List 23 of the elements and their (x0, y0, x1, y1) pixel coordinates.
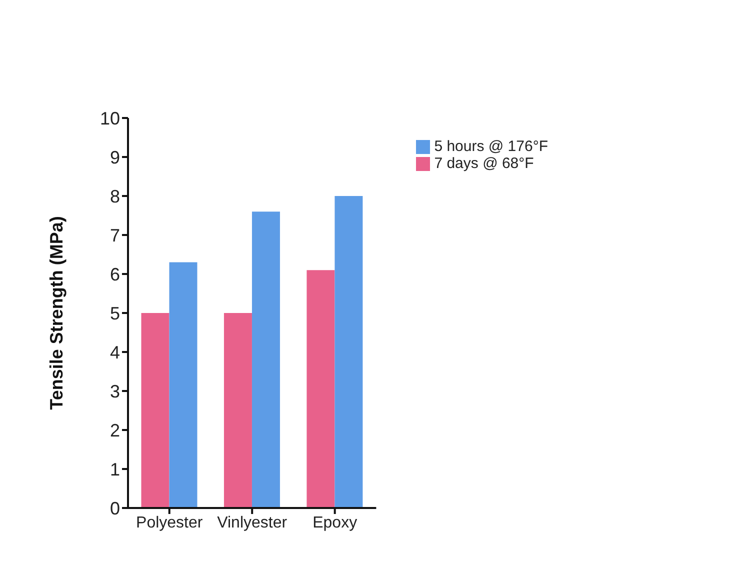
bar (252, 212, 280, 508)
x-tick-label: Vinlyester (217, 514, 288, 532)
y-tick-label: 2 (110, 420, 120, 440)
bar (224, 313, 252, 508)
x-tick-label: Epoxy (312, 514, 358, 532)
y-tick-label: 10 (100, 108, 120, 128)
bar (169, 262, 198, 508)
y-axis-title: Tensile Strength (MPa) (46, 216, 66, 410)
y-tick-label: 1 (110, 459, 120, 480)
y-tick-label: 4 (110, 342, 120, 362)
y-tick-label: 7 (110, 225, 120, 246)
legend-label: 7 days @ 68°F (434, 155, 534, 172)
legend-label: 5 hours @ 176°F (434, 138, 548, 155)
y-tick-label: 6 (110, 264, 120, 284)
y-tick-label: 5 (110, 303, 120, 324)
y-tick-label: 3 (110, 381, 120, 402)
y-tick-label: 8 (110, 186, 120, 206)
bar (141, 313, 170, 508)
y-tick-label: 0 (110, 498, 120, 518)
x-tick-label: Polyester (136, 514, 204, 532)
y-tick-label: 9 (110, 147, 120, 168)
bar (306, 270, 335, 508)
bar (334, 196, 363, 508)
